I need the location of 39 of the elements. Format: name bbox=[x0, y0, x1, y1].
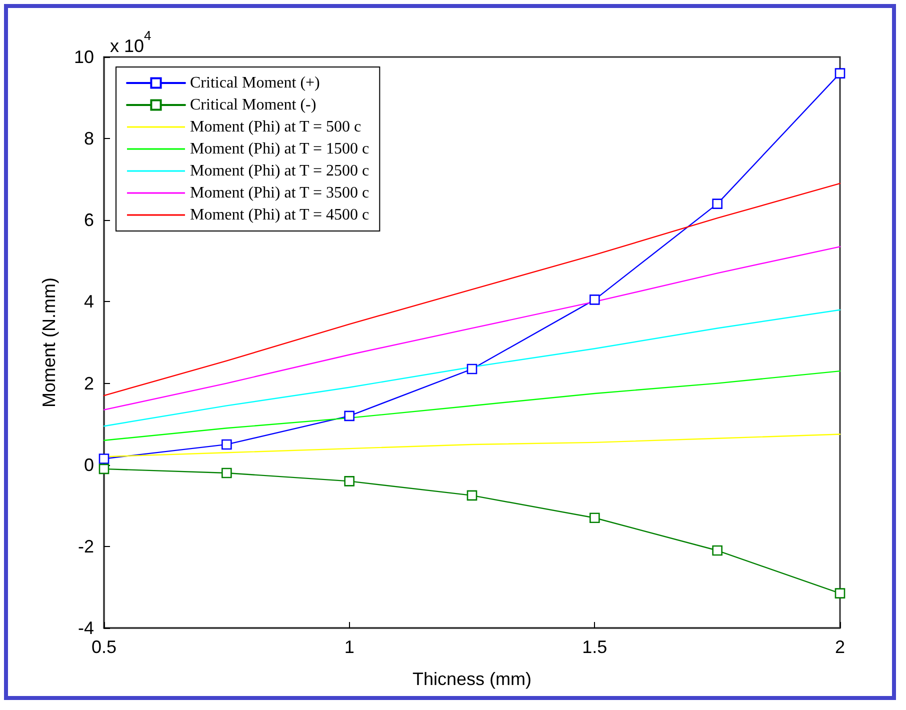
legend-label: Moment (Phi) at T = 2500 c bbox=[190, 162, 370, 180]
point bbox=[98, 454, 110, 464]
point bbox=[344, 476, 354, 486]
y-axis-title: Moment (N.mm) bbox=[39, 278, 59, 408]
y-tick-label: 2 bbox=[84, 373, 94, 394]
point bbox=[222, 468, 232, 478]
legend-label: Critical Moment (+) bbox=[190, 74, 320, 92]
point bbox=[590, 294, 600, 305]
y-tick-label: -2 bbox=[78, 536, 94, 556]
point bbox=[344, 410, 354, 422]
point bbox=[466, 364, 478, 374]
x-tick-label: 2 bbox=[834, 637, 846, 657]
point bbox=[98, 464, 110, 474]
legend-label: Moment (Phi) at T = 500 c bbox=[190, 118, 362, 136]
y-tick-label: 10 bbox=[74, 47, 94, 67]
x-axis-title: Thicness (mm) bbox=[412, 669, 532, 689]
legend-label: Moment (Phi) at T = 4500 c bbox=[190, 206, 370, 224]
point bbox=[834, 588, 846, 598]
line-series bbox=[103, 370, 841, 441]
x-tick-label: 1.5 bbox=[582, 637, 608, 657]
x-tick-label: 1 bbox=[344, 637, 354, 657]
legend-label: Critical Moment (-) bbox=[190, 96, 316, 114]
y-tick-label: 0 bbox=[84, 454, 94, 475]
legend-label: Moment (Phi) at T = 3500 c bbox=[190, 184, 370, 202]
line-series bbox=[103, 246, 841, 410]
y-tick-label: -4 bbox=[78, 618, 94, 638]
point bbox=[834, 68, 846, 78]
point bbox=[590, 512, 600, 524]
point bbox=[712, 198, 722, 209]
x-tick-label: 0.5 bbox=[91, 637, 117, 657]
y-tick-label: 8 bbox=[84, 128, 94, 149]
line-series bbox=[103, 309, 841, 427]
y-tick-label: 6 bbox=[84, 210, 94, 230]
line-series bbox=[103, 182, 841, 396]
y-tick-label: 4 bbox=[84, 292, 94, 312]
point bbox=[466, 490, 478, 501]
legend-label: Moment (Phi) at T = 1500 c bbox=[190, 140, 370, 158]
point bbox=[222, 439, 232, 450]
point bbox=[712, 545, 722, 556]
